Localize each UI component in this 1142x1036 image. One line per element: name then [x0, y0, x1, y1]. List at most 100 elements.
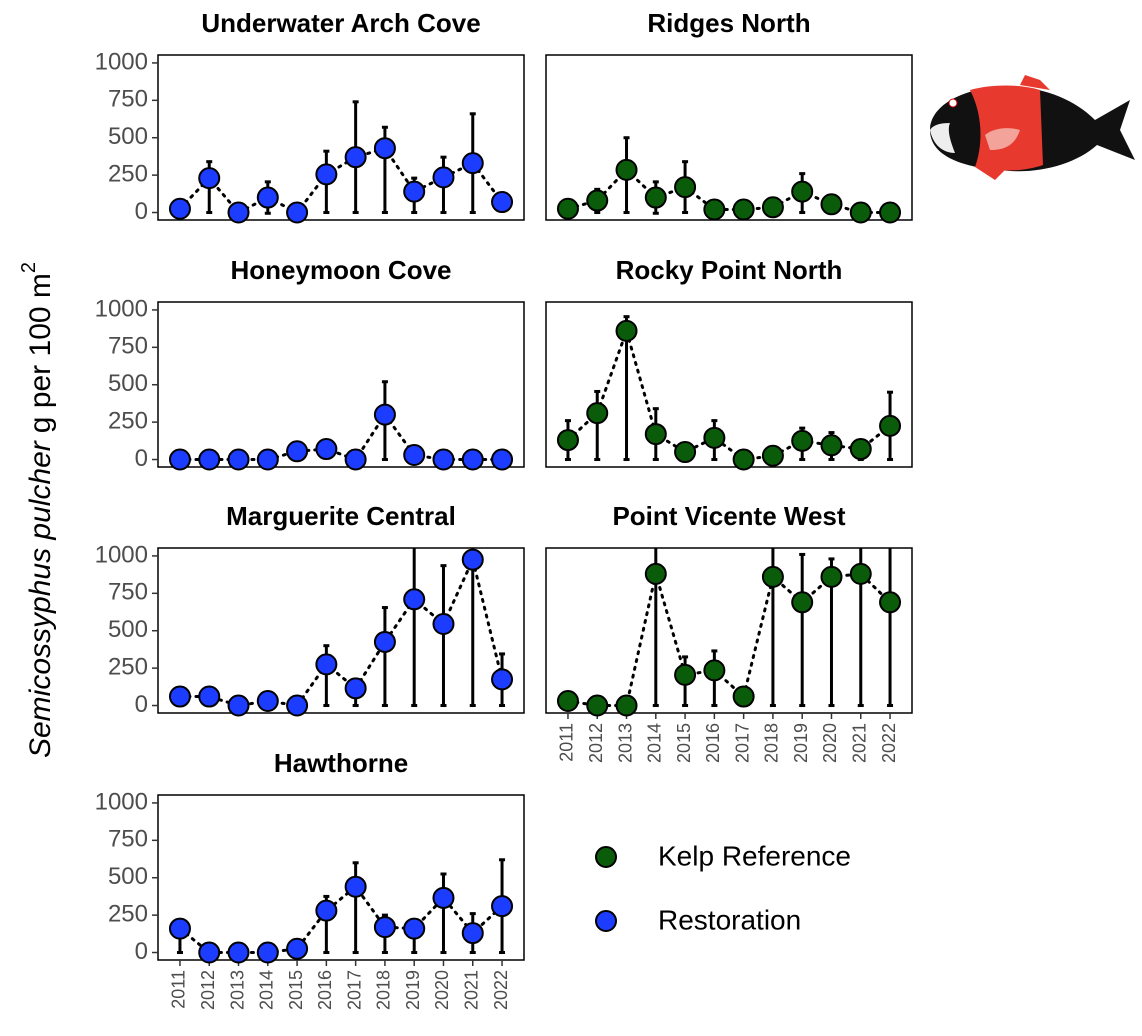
point: [644, 562, 667, 585]
point: [373, 916, 396, 939]
panel-title: Marguerite Central: [226, 501, 456, 531]
point: [198, 448, 221, 471]
point: [703, 426, 726, 449]
point: [432, 166, 455, 189]
point: [644, 186, 667, 209]
x-tick-label: 2012: [586, 723, 606, 763]
y-axis-label: Semicossyphus pulcher g per 100 m2: [18, 262, 57, 758]
point: [344, 875, 367, 898]
point: [168, 685, 191, 708]
y-tick-label: 750: [108, 579, 148, 606]
legend-marker: [595, 846, 617, 868]
point: [227, 448, 250, 471]
point: [703, 198, 726, 221]
y-tick-label: 0: [135, 938, 148, 965]
point: [556, 197, 579, 220]
y-tick-label: 750: [108, 333, 148, 360]
panel: Marguerite Central 0 250 500 750 1000: [95, 501, 525, 718]
point: [879, 414, 902, 437]
point: [373, 630, 396, 653]
x-tick-label: 2021: [850, 723, 870, 763]
point: [674, 441, 697, 464]
panel-frame: [545, 547, 913, 714]
point: [703, 659, 726, 682]
point: [849, 201, 872, 224]
species-name: Semicossyphus pulcher: [24, 440, 57, 758]
point: [403, 588, 426, 611]
y-tick-label: 0: [135, 445, 148, 472]
x-tick-label: 2019: [791, 723, 811, 763]
plot-area: [176, 858, 506, 955]
y-tick-label: 1000: [95, 541, 148, 568]
point: [286, 694, 309, 717]
point: [732, 198, 755, 221]
point: [168, 448, 191, 471]
y-tick-label: 1000: [95, 295, 148, 322]
point: [820, 434, 843, 457]
x-tick-label: 2018: [762, 723, 782, 763]
series-line: [566, 572, 892, 708]
point: [403, 180, 426, 203]
point: [674, 176, 697, 199]
legend-marker: [595, 910, 617, 932]
point: [791, 429, 814, 452]
x-tick-label: 2013: [615, 723, 635, 763]
panel: Rocky Point North: [545, 255, 913, 471]
fish-icon: [930, 75, 1135, 180]
series-line: [178, 884, 504, 955]
panel-frame: [157, 301, 525, 468]
x-tick-label: 2019: [403, 970, 423, 1010]
point: [586, 189, 609, 212]
point: [256, 941, 279, 964]
point: [615, 319, 638, 342]
x-tick-label: 2012: [198, 970, 218, 1010]
point: [432, 448, 455, 471]
y-tick-label: 1000: [95, 788, 148, 815]
point: [315, 653, 338, 676]
panel-title: Hawthorne: [274, 748, 408, 778]
panel: Ridges North: [545, 8, 913, 224]
panel-title: Point Vicente West: [612, 501, 845, 531]
point: [256, 448, 279, 471]
point: [461, 152, 484, 175]
legend-label: Kelp Reference: [658, 840, 851, 871]
point: [761, 565, 784, 588]
y-tick-label: 250: [108, 900, 148, 927]
point: [461, 548, 484, 571]
y-tick-label: 500: [108, 863, 148, 890]
point: [403, 444, 426, 467]
panel-title: Ridges North: [647, 8, 810, 38]
point: [286, 201, 309, 224]
point: [432, 612, 455, 635]
point: [556, 690, 579, 713]
y-tick-label: 500: [108, 616, 148, 643]
point: [344, 448, 367, 471]
plot-area: [564, 315, 894, 462]
point: [315, 899, 338, 922]
panel-title: Underwater Arch Cove: [201, 8, 480, 38]
point: [403, 917, 426, 940]
x-tick-label: 2015: [674, 723, 694, 763]
point: [256, 690, 279, 713]
panel-frame: [545, 54, 913, 221]
panel-title: Rocky Point North: [616, 255, 843, 285]
x-tick-label: 2016: [315, 970, 335, 1010]
point: [373, 403, 396, 426]
point: [315, 438, 338, 461]
point: [315, 163, 338, 186]
x-tick-label: 2022: [491, 970, 511, 1010]
y-tick-label: 500: [108, 370, 148, 397]
point: [461, 448, 484, 471]
x-tick-label: 2011: [169, 970, 189, 1009]
legend: Kelp Reference Restoration: [595, 840, 851, 935]
point: [586, 694, 609, 717]
point: [344, 677, 367, 700]
point: [491, 191, 514, 214]
panel: Hawthorne 0 250 500 750 1000 2011 2012 2013 2014 2…: [95, 748, 525, 1010]
x-tick-label: 2020: [820, 723, 840, 763]
point: [674, 663, 697, 686]
y-tick-label: 250: [108, 160, 148, 187]
point: [879, 591, 902, 614]
y-tick-label: 0: [135, 198, 148, 225]
